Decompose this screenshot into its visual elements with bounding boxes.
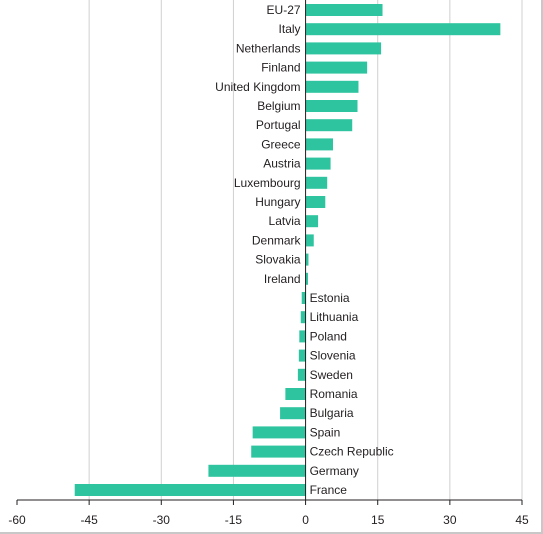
bar xyxy=(299,330,306,343)
bar xyxy=(305,4,383,16)
category-label: Bulgaria xyxy=(310,406,354,420)
category-label: Finland xyxy=(261,61,300,75)
bar xyxy=(305,176,328,189)
category-label: Austria xyxy=(263,157,301,171)
category-label: Germany xyxy=(310,464,359,478)
bar xyxy=(305,196,326,208)
bar xyxy=(305,272,308,285)
category-label: Sweden xyxy=(310,368,353,382)
category-label: Slovenia xyxy=(310,349,356,363)
bar xyxy=(305,23,501,36)
bar xyxy=(280,407,306,420)
x-tick-label: 30 xyxy=(443,513,457,527)
bar xyxy=(305,253,309,266)
category-label: Belgium xyxy=(257,99,300,113)
grid-lines xyxy=(88,0,523,500)
bar xyxy=(305,42,382,55)
bar xyxy=(305,61,368,74)
bar xyxy=(208,464,306,477)
category-labels: EU-27 Italy Netherlands Finland United Kingd… xyxy=(215,3,393,497)
category-label: Spain xyxy=(310,425,341,439)
bar xyxy=(305,80,359,93)
category-label: Romania xyxy=(310,387,358,401)
category-label: Lithuania xyxy=(310,310,359,324)
bar xyxy=(74,484,306,496)
bar xyxy=(305,234,314,247)
bar xyxy=(305,100,358,112)
category-label: France xyxy=(310,483,348,497)
category-label: Italy xyxy=(279,22,301,36)
category-label: Netherlands xyxy=(236,41,301,55)
bar xyxy=(305,215,319,228)
x-tick-label: -45 xyxy=(80,513,98,527)
x-tick-label: 45 xyxy=(515,513,529,527)
category-label: EU-27 xyxy=(267,3,301,17)
bar xyxy=(300,311,306,324)
category-label: Hungary xyxy=(255,195,300,209)
category-label: Latvia xyxy=(269,214,301,228)
x-tick-label: -30 xyxy=(153,513,171,527)
category-label: Luxembourg xyxy=(234,176,301,190)
x-tick-label: -15 xyxy=(225,513,243,527)
x-tick-label: 0 xyxy=(302,513,309,527)
category-label: Estonia xyxy=(310,291,350,305)
bar xyxy=(305,157,331,170)
bar xyxy=(251,445,306,458)
bar xyxy=(298,349,306,362)
bar xyxy=(301,292,306,304)
x-axis: -60 -45 -30 -15 0 15 30 45 xyxy=(8,0,529,527)
category-label: Ireland xyxy=(264,272,301,286)
bar xyxy=(285,388,306,400)
category-label: Portugal xyxy=(256,118,301,132)
category-label: Czech Republic xyxy=(310,445,394,459)
category-label: Slovakia xyxy=(255,253,301,267)
category-label: Denmark xyxy=(252,233,302,247)
x-tick-label: -60 xyxy=(8,513,26,527)
category-label: Poland xyxy=(310,329,347,343)
bars xyxy=(74,4,501,496)
bar xyxy=(297,368,306,381)
x-tick-label: 15 xyxy=(371,513,385,527)
bar xyxy=(305,138,333,151)
bar xyxy=(305,119,353,132)
category-label: Greece xyxy=(261,137,301,151)
bar xyxy=(252,426,306,439)
category-label: United Kingdom xyxy=(215,80,300,94)
